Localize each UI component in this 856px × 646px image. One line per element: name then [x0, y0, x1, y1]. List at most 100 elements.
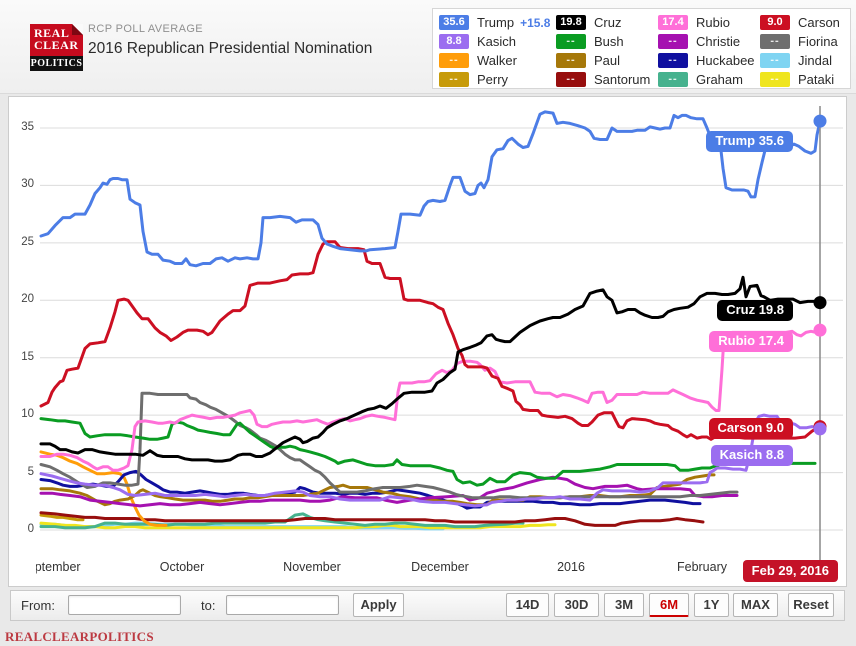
- line-bush: [39, 417, 817, 487]
- legend-swatch-huckabee: --: [658, 53, 688, 68]
- from-date-input[interactable]: [68, 595, 181, 615]
- x-tick-february: February: [676, 560, 728, 574]
- y-tick-25: 25: [21, 235, 34, 248]
- y-tick-0: 0: [27, 523, 34, 535]
- legend-name: Pataki: [798, 72, 835, 87]
- legend-swatch-carson: 9.0: [760, 15, 790, 30]
- legend-item-walker[interactable]: -- Walker: [439, 51, 556, 70]
- line-santorum: [39, 511, 705, 527]
- footer-brand: REALCLEARPOLITICS: [5, 629, 154, 644]
- legend-name: Huckabee: [696, 53, 755, 68]
- legend-grid: 35.6 Trump +15.8 19.8 Cruz 17.4 Rubio 9.0 Carson…: [439, 13, 850, 89]
- legend-name: Rubio: [696, 15, 730, 30]
- legend-name: Paul: [594, 53, 621, 68]
- x-tick-september: September: [36, 560, 81, 574]
- x-tick-2016: 2016: [557, 560, 585, 574]
- line-christie: [39, 475, 739, 508]
- legend-name: Jindal: [798, 53, 832, 68]
- dot-rubio: [813, 323, 827, 337]
- range-button-3m[interactable]: 3M: [604, 593, 644, 617]
- legend-swatch-christie: --: [658, 34, 688, 49]
- logo-line-politics: POLITICS: [30, 56, 83, 71]
- legend-name: Trump: [477, 15, 515, 30]
- y-tick-15: 15: [21, 350, 34, 363]
- legend-name: Christie: [696, 34, 741, 49]
- line-kasich: [39, 413, 822, 508]
- callout-cruz: Cruz 19.8: [717, 300, 793, 321]
- legend-swatch-bush: --: [556, 34, 586, 49]
- legend-panel: 35.6 Trump +15.8 19.8 Cruz 17.4 Rubio 9.0 Carson…: [432, 8, 851, 89]
- range-button-30d[interactable]: 30D: [554, 593, 599, 617]
- dot-kasich: [813, 422, 827, 436]
- dot-cruz: [813, 296, 827, 310]
- legend-name: Perry: [477, 72, 509, 87]
- legend-swatch-graham: --: [658, 72, 688, 87]
- range-button-14d[interactable]: 14D: [506, 593, 549, 617]
- range-button-max[interactable]: MAX: [733, 593, 778, 617]
- legend-swatch-cruz: 19.8: [556, 15, 586, 30]
- apply-button[interactable]: Apply: [353, 593, 404, 617]
- logo-fold-icon: [72, 24, 83, 35]
- legend-swatch-fiorina: --: [760, 34, 790, 49]
- legend-item-cruz[interactable]: 19.8 Cruz: [556, 13, 658, 32]
- legend-item-christie[interactable]: -- Christie: [658, 32, 760, 51]
- x-axis: September October November December 2016 Febr…: [36, 560, 842, 578]
- x-tick-december: December: [411, 560, 469, 574]
- legend-swatch-perry: --: [439, 72, 469, 87]
- legend-name: Cruz: [594, 15, 622, 30]
- range-button-6m[interactable]: 6M: [649, 593, 689, 617]
- legend-name: Fiorina: [798, 34, 838, 49]
- legend-swatch-paul: --: [556, 53, 586, 68]
- legend-item-carson[interactable]: 9.0 Carson: [760, 13, 852, 32]
- to-label: to:: [201, 598, 216, 613]
- to-date-input[interactable]: [226, 595, 339, 615]
- legend-swatch-rubio: 17.4: [658, 15, 688, 30]
- logo-line-real: REAL: [34, 26, 70, 40]
- y-tick-20: 20: [21, 293, 34, 306]
- legend-swatch-trump: 35.6: [439, 15, 469, 30]
- line-walker: [39, 450, 168, 527]
- legend-name: Santorum: [594, 72, 651, 87]
- x-tick-october: October: [159, 560, 205, 574]
- legend-swatch-kasich: 8.8: [439, 34, 469, 49]
- legend-swatch-walker: --: [439, 53, 469, 68]
- legend-item-rubio[interactable]: 17.4 Rubio: [658, 13, 760, 32]
- header: REAL CLEAR POLITICS RCP POLL AVERAGE 201…: [0, 0, 856, 94]
- line-perry: [39, 513, 85, 522]
- legend-item-perry[interactable]: -- Perry: [439, 70, 556, 89]
- page-title: 2016 Republican Presidential Nomination: [88, 40, 373, 57]
- kicker-label: RCP POLL AVERAGE: [88, 23, 204, 35]
- logo-line-clear: CLEAR: [34, 38, 79, 52]
- dot-trump: [813, 114, 827, 128]
- legend-name: Graham: [696, 72, 743, 87]
- y-tick-5: 5: [27, 465, 34, 478]
- legend-item-huckabee[interactable]: -- Huckabee: [658, 51, 760, 70]
- legend-item-kasich[interactable]: 8.8 Kasich: [439, 32, 556, 51]
- reset-button[interactable]: Reset: [788, 593, 834, 617]
- legend-item-bush[interactable]: -- Bush: [556, 32, 658, 51]
- line-cruz: [39, 275, 822, 463]
- legend-name: Walker: [477, 53, 517, 68]
- legend-delta: +15.8: [520, 15, 551, 30]
- callout-rubio: Rubio 17.4: [709, 331, 793, 352]
- legend-item-jindal[interactable]: -- Jindal: [760, 51, 852, 70]
- legend-item-trump[interactable]: 35.6 Trump +15.8: [439, 13, 556, 32]
- legend-item-santorum[interactable]: -- Santorum: [556, 70, 658, 89]
- y-tick-10: 10: [21, 408, 34, 421]
- legend-name: Kasich: [477, 34, 517, 49]
- legend-swatch-jindal: --: [760, 53, 790, 68]
- rcp-logo[interactable]: REAL CLEAR POLITICS: [30, 24, 83, 71]
- legend-item-graham[interactable]: -- Graham: [658, 70, 760, 89]
- range-button-1y[interactable]: 1Y: [694, 593, 729, 617]
- line-fiorina: [39, 391, 739, 500]
- legend-item-paul[interactable]: -- Paul: [556, 51, 658, 70]
- legend-item-fiorina[interactable]: -- Fiorina: [760, 32, 852, 51]
- cursor-date-badge: Feb 29, 2016: [742, 560, 838, 582]
- legend-item-pataki[interactable]: -- Pataki: [760, 70, 852, 89]
- legend-swatch-pataki: --: [760, 72, 790, 87]
- legend-swatch-santorum: --: [556, 72, 586, 87]
- line-graham: [39, 512, 525, 530]
- callout-kasich: Kasich 8.8: [710, 445, 793, 466]
